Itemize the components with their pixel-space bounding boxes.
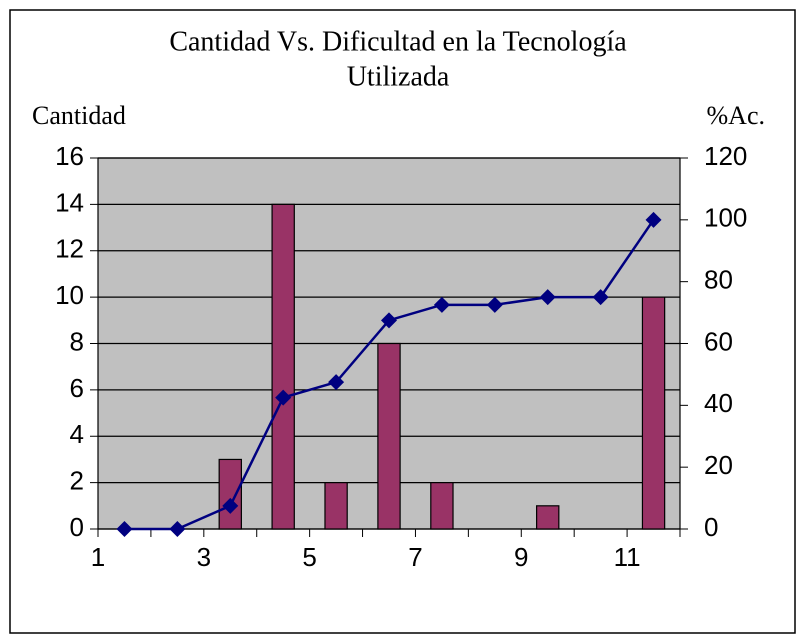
y-tick-label: 0 [70,512,84,542]
x-tick-label: 11 [614,542,641,572]
y2-tick-label: 120 [704,141,747,171]
marker [592,289,609,306]
x-tick-label: 5 [302,542,316,572]
y2-tick-label: 40 [704,388,733,418]
y-tick-label: 4 [70,419,84,449]
y-tick-label: 14 [55,187,84,217]
y2-axis-title: %Ac. [707,101,765,130]
marker [645,211,662,228]
marker [539,289,556,306]
y-tick-label: 10 [55,280,84,310]
chart-title: Utilizada [347,61,450,92]
y-tick-label: 8 [70,326,84,356]
y2-tick-label: 80 [704,265,733,295]
bar [218,458,242,530]
y2-tick-label: 100 [704,203,747,233]
y-axis-title: Cantidad [32,101,126,130]
bar [377,342,401,530]
bar [430,482,454,530]
chart-title: Cantidad Vs. Dificultad en la Tecnología [169,26,627,57]
y-tick-label: 12 [55,234,84,264]
marker [486,296,503,313]
marker [275,389,292,406]
y2-tick-label: 60 [704,326,733,356]
y2-tick-label: 20 [704,450,733,480]
marker [222,497,239,514]
y-tick-label: 2 [70,466,84,496]
marker [169,521,186,537]
x-tick-label: 1 [91,542,105,572]
bar [536,505,560,530]
y2-tick-label: 0 [704,512,718,542]
bar [641,296,666,530]
y-tick-label: 6 [70,373,84,403]
bar [271,203,295,530]
x-tick-label: 7 [408,542,422,572]
marker [381,312,397,329]
y-tick-label: 16 [55,141,84,171]
marker [433,296,450,313]
marker [116,521,133,537]
bar [324,482,348,530]
marker [328,374,345,391]
x-tick-label: 3 [197,542,211,572]
x-tick-label: 9 [514,542,528,572]
